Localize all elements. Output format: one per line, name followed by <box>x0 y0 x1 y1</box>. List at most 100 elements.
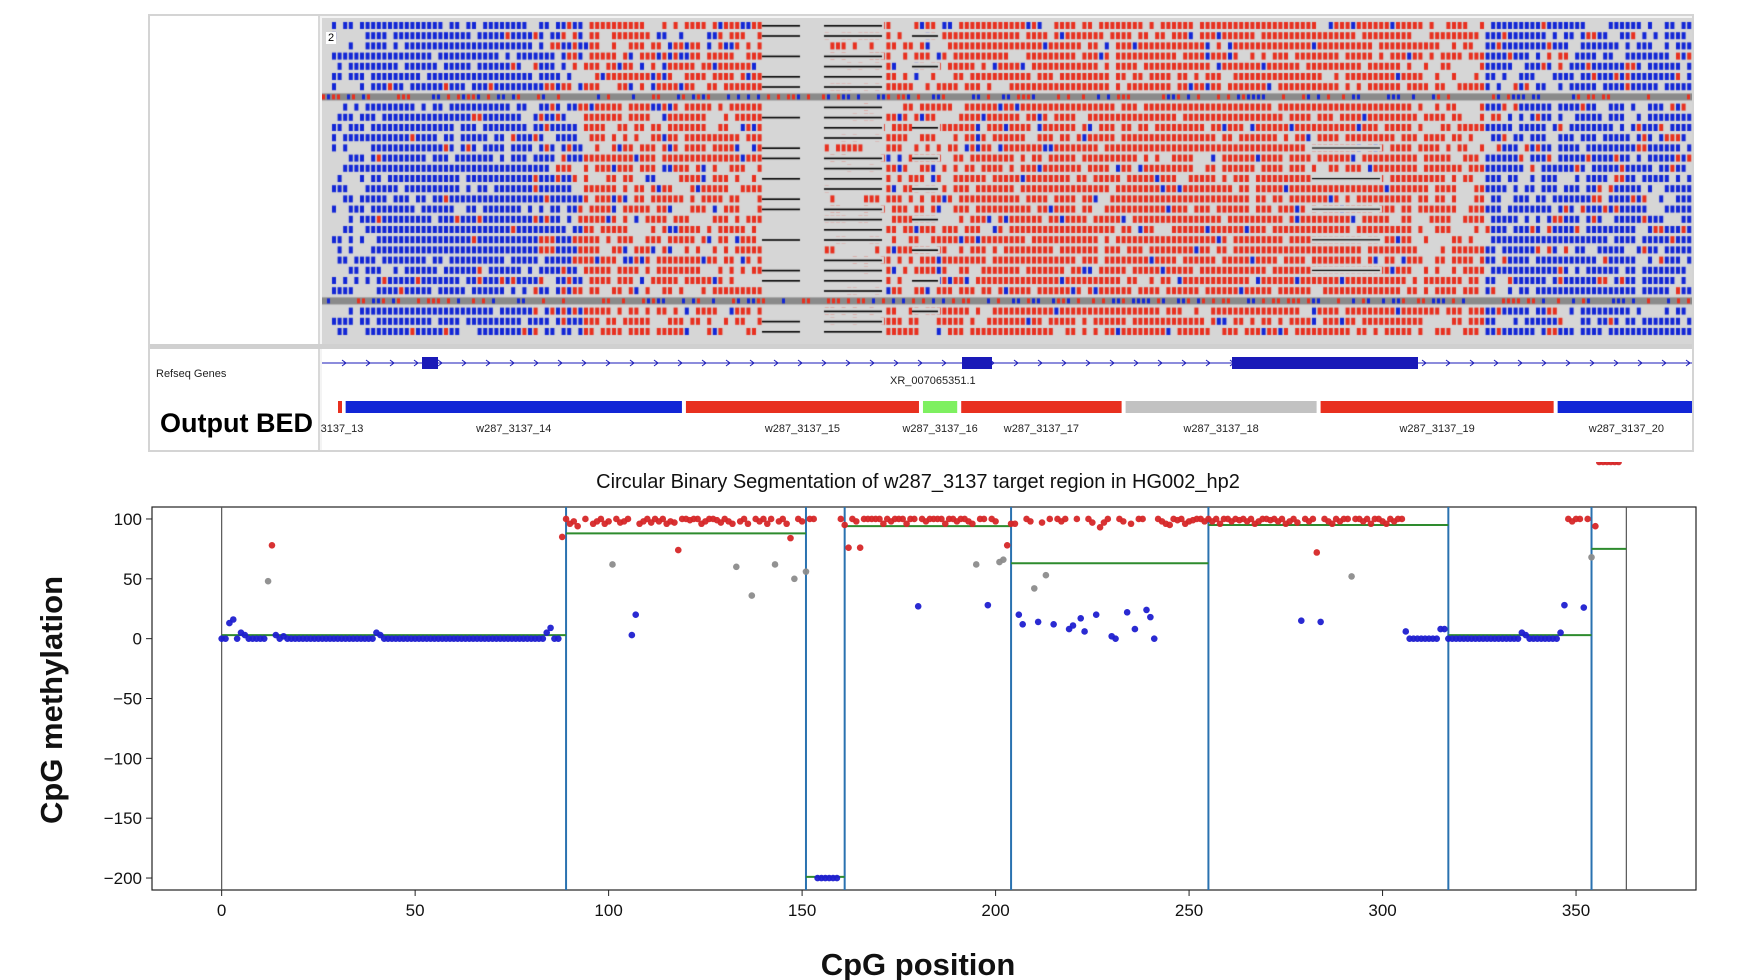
data-point <box>729 520 736 528</box>
bed-segment-block <box>1125 401 1317 413</box>
data-point <box>787 534 794 542</box>
data-point <box>1104 515 1112 523</box>
data-point <box>744 520 752 528</box>
x-tick-label: 150 <box>788 901 816 920</box>
y-tick-label: −200 <box>104 869 142 888</box>
strand-arrow <box>749 359 755 367</box>
data-point <box>980 515 988 523</box>
strand-arrow <box>1037 359 1043 367</box>
y-tick-label: 50 <box>123 570 142 589</box>
bed-segment-block <box>345 401 682 413</box>
data-point <box>1557 629 1564 636</box>
data-point <box>609 561 616 568</box>
data-point <box>1046 515 1054 523</box>
bed-segment-label: w287_3137_16 <box>902 423 978 435</box>
data-point <box>1278 515 1286 523</box>
data-point <box>938 515 945 523</box>
refseq-gene-track[interactable] <box>322 349 1696 450</box>
data-point <box>903 520 910 528</box>
data-point <box>1034 618 1042 626</box>
gene-exon <box>1232 357 1418 369</box>
data-point <box>1580 604 1588 611</box>
strand-arrow <box>845 359 851 367</box>
x-tick-label: 200 <box>981 901 1009 920</box>
strand-arrow <box>1565 359 1571 367</box>
data-point <box>740 515 748 523</box>
x-tick-label: 50 <box>406 901 425 920</box>
data-point <box>899 515 907 523</box>
strand-arrow <box>1493 359 1499 367</box>
data-point <box>268 542 276 549</box>
gene-name-label: XR_007065351.1 <box>890 375 976 387</box>
data-point <box>911 515 918 523</box>
data-point <box>984 601 992 609</box>
x-axis-ticks: 0 50 100 150 200 250 300 350 <box>217 890 1590 920</box>
data-point <box>1015 611 1023 619</box>
strand-arrow <box>389 359 395 367</box>
data-point <box>1615 462 1622 466</box>
data-point <box>972 561 980 568</box>
x-axis-label: CpG position <box>821 947 1016 980</box>
data-point <box>574 522 581 530</box>
data-point <box>1294 519 1301 526</box>
data-point <box>562 515 570 523</box>
data-point <box>783 520 790 528</box>
data-point <box>1089 519 1096 526</box>
data-point <box>539 635 547 642</box>
data-point <box>1441 625 1448 633</box>
strand-arrow <box>1613 359 1619 367</box>
data-point <box>841 521 848 529</box>
data-point <box>992 518 999 525</box>
data-point <box>1247 515 1255 523</box>
y-tick-label: 100 <box>114 510 142 529</box>
data-point <box>624 515 632 523</box>
x-tick-label: 0 <box>217 901 226 920</box>
bed-segment-label: w287_3137_20 <box>1588 423 1664 435</box>
data-point <box>1143 606 1150 614</box>
data-point <box>628 631 636 639</box>
data-point <box>810 515 818 523</box>
x-tick-label: 300 <box>1368 901 1396 920</box>
data-point <box>582 515 589 523</box>
strand-arrow <box>821 359 827 367</box>
data-point <box>1553 635 1560 642</box>
data-point <box>1042 571 1050 579</box>
reads-canvas[interactable] <box>322 18 1692 344</box>
bed-segment-block <box>961 401 1122 413</box>
read-count-label: 2 <box>326 32 337 44</box>
strand-arrow <box>605 359 611 367</box>
data-point <box>1096 524 1104 531</box>
strand-arrow <box>653 359 659 367</box>
strand-arrow <box>677 359 683 367</box>
y-tick-label: −50 <box>113 690 142 709</box>
strand-arrow <box>365 359 371 367</box>
data-point <box>1131 625 1139 633</box>
data-point <box>694 515 701 523</box>
bed-segment-block <box>685 401 919 413</box>
track-divider[interactable] <box>150 344 1692 349</box>
data-point <box>1123 609 1131 616</box>
strand-arrow <box>1013 359 1019 367</box>
y-tick-label: 0 <box>133 630 142 649</box>
plot-area-frame <box>151 506 1697 891</box>
data-point <box>798 518 806 525</box>
bed-segment-label: w287_3137_19 <box>1399 423 1475 435</box>
data-point <box>791 575 798 583</box>
data-point <box>597 515 605 523</box>
methylation-reads-track[interactable]: 2 <box>322 18 1692 344</box>
strand-arrow <box>917 359 923 367</box>
data-point <box>547 624 554 632</box>
data-point <box>1061 515 1069 523</box>
strand-arrow <box>461 359 467 367</box>
data-point <box>969 520 976 528</box>
strand-arrow <box>1517 359 1523 367</box>
strand-arrow <box>797 359 803 367</box>
data-point <box>1344 515 1352 523</box>
data-point <box>748 592 756 599</box>
data-point <box>222 635 229 642</box>
bed-segment-block <box>338 401 342 413</box>
y-axis-label: CpG methylation <box>34 576 69 824</box>
strand-arrow <box>1133 359 1139 367</box>
chart-title: Circular Binary Segmentation of w287_313… <box>596 471 1240 493</box>
data-point <box>1019 620 1026 628</box>
